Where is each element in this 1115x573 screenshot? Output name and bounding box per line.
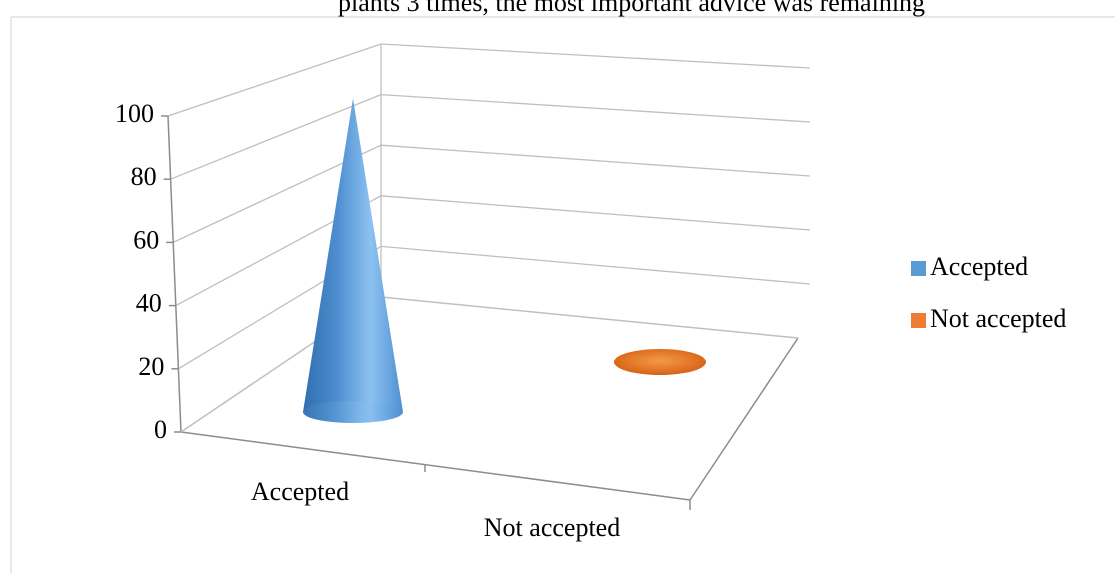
cone-base-accepted — [303, 401, 403, 423]
chart-floor — [167, 115, 799, 510]
legend: Accepted Not accepted — [911, 252, 1066, 333]
y-tick-label-40: 40 — [136, 289, 162, 318]
chart-marks — [303, 98, 706, 423]
gridline-60 — [172, 144, 811, 243]
legend-label-not-accepted: Not accepted — [930, 304, 1066, 333]
legend-label-accepted: Accepted — [930, 252, 1028, 281]
category-label-not-accepted: Not accepted — [484, 513, 620, 542]
cone-accepted — [303, 98, 403, 423]
y-tick-label-0: 0 — [154, 415, 167, 444]
gridline-100 — [167, 43, 811, 117]
y-axis-line — [167, 115, 182, 433]
y-tick-label-80: 80 — [131, 162, 157, 191]
floor-front-edge — [180, 431, 691, 501]
gridline-80 — [170, 93, 811, 180]
gridlines — [167, 43, 811, 370]
gridline-40 — [175, 195, 811, 307]
y-tick-labels: 0 20 40 60 80 100 — [115, 99, 179, 444]
category-label-accepted: Accepted — [251, 477, 349, 506]
cone-not-accepted — [614, 349, 706, 375]
legend-swatch-not-accepted — [911, 313, 926, 328]
header-fragment: plants 3 times, the most important advic… — [338, 0, 925, 17]
legend-swatch-accepted — [911, 261, 926, 276]
floor-right-edge — [689, 337, 799, 501]
y-tick-label-20: 20 — [138, 352, 164, 381]
y-tick-label-100: 100 — [115, 99, 154, 128]
y-tick-label-60: 60 — [133, 225, 159, 254]
floor-back-edge — [380, 296, 799, 339]
